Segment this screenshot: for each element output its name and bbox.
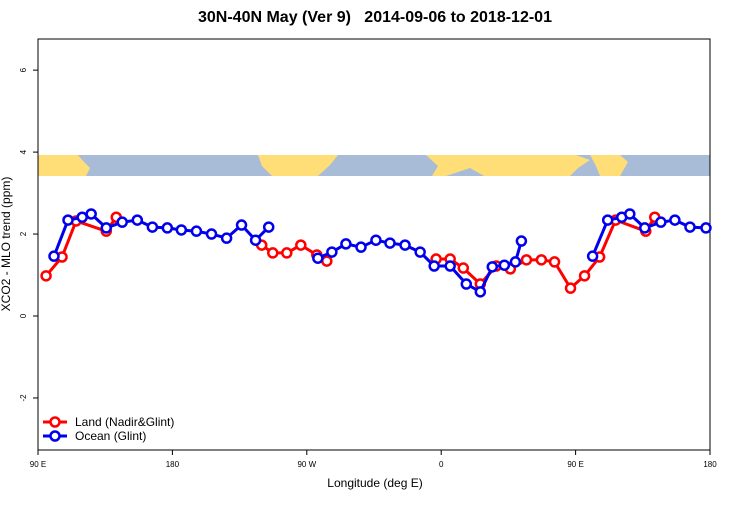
point [355,241,367,253]
point [684,221,696,233]
point [40,270,52,282]
point [548,256,561,268]
legend-marker [49,430,61,442]
land-patch [258,155,338,176]
point [312,252,324,264]
plot-frame [37,38,711,451]
point [190,225,203,237]
x-tick-label: 90 W [297,460,316,469]
point [76,211,88,224]
point [509,256,522,268]
y-tick-label: -2 [19,394,28,402]
point [262,221,275,233]
point [460,278,473,290]
chart-title: 30N-40N May (Ver 9) 2014-09-06 to 2018-1… [198,9,552,26]
point [131,214,144,226]
point [321,255,333,267]
x-axis-label: Longitude (deg E) [327,476,422,490]
land-patch [38,155,90,176]
land-patch [590,155,628,176]
point [249,234,262,246]
x-tick-label: 180 [166,460,180,469]
point [486,261,499,273]
point [669,214,681,226]
point [700,222,712,234]
point [326,246,338,258]
point [267,247,279,259]
point [175,224,188,236]
land-patch [426,155,590,176]
point [586,250,599,262]
point [498,259,511,271]
point [601,214,614,226]
y-tick-label: 0 [19,313,28,318]
y-tick-label: 6 [19,67,28,72]
point [100,222,112,234]
point [564,282,577,294]
y-tick-label: 4 [19,149,28,154]
point [161,222,174,234]
point [340,238,352,250]
point [655,216,667,228]
point [281,247,293,259]
point [624,208,636,220]
legend-label: Land (Nadir&Glint) [75,415,174,429]
point [146,221,159,233]
x-tick-label: 0 [439,460,444,469]
y-axis-label: XCO2 - MLO trend (ppm) [0,177,13,312]
point [457,262,470,274]
point [220,232,233,244]
point [85,208,97,220]
point [515,235,528,247]
point [295,239,307,251]
point [205,228,218,240]
point [62,214,74,226]
point [370,234,382,246]
point [428,260,440,272]
point [235,219,248,231]
map-strip [38,155,710,176]
point [638,222,651,234]
point [414,246,426,258]
point [384,237,396,249]
point [48,250,60,262]
point [116,216,128,228]
point [520,254,533,266]
x-tick-label: 180 [703,460,717,469]
legend-marker [49,416,61,428]
point [535,254,548,266]
x-tick-label: 90 E [567,460,583,469]
y-tick-label: 2 [19,231,28,236]
point [399,239,411,251]
x-tick-label: 90 E [30,460,46,469]
point [474,286,487,298]
legend-label: Ocean (Glint) [75,429,146,443]
point [578,270,591,282]
point [444,260,456,272]
